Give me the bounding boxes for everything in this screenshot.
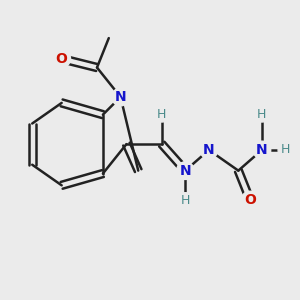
- Circle shape: [176, 162, 194, 179]
- Text: H: H: [181, 194, 190, 207]
- Circle shape: [253, 141, 271, 159]
- Circle shape: [112, 88, 129, 106]
- Text: H: H: [257, 108, 267, 121]
- Text: N: N: [256, 143, 268, 157]
- Circle shape: [200, 141, 218, 159]
- Text: H: H: [281, 143, 290, 157]
- Circle shape: [178, 193, 193, 207]
- Text: N: N: [203, 143, 215, 157]
- Circle shape: [241, 191, 259, 209]
- Text: O: O: [56, 52, 68, 66]
- Text: N: N: [115, 90, 126, 104]
- Circle shape: [53, 50, 70, 68]
- Circle shape: [254, 107, 269, 122]
- Circle shape: [154, 107, 169, 122]
- Text: H: H: [157, 108, 167, 121]
- Text: N: N: [179, 164, 191, 178]
- Text: O: O: [244, 193, 256, 207]
- Circle shape: [278, 142, 293, 158]
